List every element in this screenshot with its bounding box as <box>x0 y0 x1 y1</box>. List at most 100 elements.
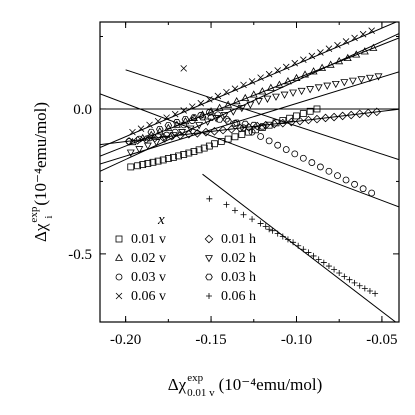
plot-frame <box>99 21 400 323</box>
data-point <box>257 220 264 227</box>
legend-label: 0.02 v <box>131 251 166 266</box>
legend-label: 0.01 v <box>131 232 166 247</box>
data-point <box>320 259 327 266</box>
legend-item: 0.03 v <box>115 270 166 285</box>
data-point <box>231 207 238 214</box>
data-point <box>223 115 230 123</box>
data-point <box>365 74 374 83</box>
data-point <box>160 135 169 143</box>
data-point <box>195 146 203 154</box>
data-point <box>215 116 224 123</box>
data-point <box>334 172 341 180</box>
data-point <box>331 266 338 273</box>
legend-label: 0.01 h <box>221 232 256 247</box>
data-point <box>299 110 307 117</box>
data-point <box>366 287 373 294</box>
data-point <box>338 111 347 121</box>
data-point <box>295 116 305 126</box>
data-point <box>265 70 273 78</box>
data-point <box>257 74 264 81</box>
x-axis-label-unit: (10⁻⁴emu/mol) <box>219 375 323 394</box>
data-point <box>325 263 332 270</box>
data-point <box>325 167 333 175</box>
data-point <box>254 98 263 106</box>
legend-marker <box>205 273 213 281</box>
data-point <box>325 45 333 52</box>
data-point <box>240 124 247 132</box>
data-point <box>342 176 350 184</box>
data-point <box>164 155 172 162</box>
data-point <box>127 163 135 171</box>
data-point <box>249 90 258 98</box>
data-point <box>133 135 142 145</box>
data-point <box>279 233 286 240</box>
y-axis-label-main: Δχ <box>31 223 50 242</box>
series-0-01-v <box>127 105 321 171</box>
data-point <box>274 67 281 74</box>
data-point <box>341 273 348 280</box>
data-point <box>274 141 282 149</box>
data-point <box>215 103 224 111</box>
data-point <box>231 133 239 141</box>
x-tick-label: -0.15 <box>195 332 226 348</box>
data-point <box>180 107 188 114</box>
data-points <box>124 27 383 297</box>
data-point <box>184 129 194 139</box>
data-point <box>154 157 162 165</box>
data-point <box>306 107 314 115</box>
fit-line <box>100 93 399 208</box>
data-point <box>334 41 341 49</box>
data-point <box>283 76 292 85</box>
data-point <box>217 138 225 145</box>
data-point <box>154 117 162 125</box>
data-point <box>346 110 356 120</box>
data-point <box>205 142 213 150</box>
data-point <box>289 89 298 97</box>
data-point <box>336 270 343 277</box>
data-point <box>257 133 265 140</box>
data-point <box>238 131 246 138</box>
data-point <box>313 105 321 113</box>
data-point <box>342 38 350 45</box>
data-point <box>241 120 249 128</box>
fit-line <box>100 108 399 146</box>
x-tick-label: -0.05 <box>366 332 397 348</box>
data-point <box>207 107 216 115</box>
data-point <box>224 117 232 125</box>
legend-marker <box>205 255 213 263</box>
data-point <box>372 290 379 297</box>
data-point <box>295 242 302 249</box>
legend-item: 0.01 v <box>115 232 166 247</box>
data-point <box>279 117 287 124</box>
data-point <box>284 236 291 243</box>
y-axis-label-sup: exp <box>28 206 40 222</box>
data-point <box>343 53 352 62</box>
y-tick-label: 0.0 <box>73 102 92 118</box>
data-point <box>269 119 279 129</box>
data-point <box>326 60 335 68</box>
data-point <box>146 121 153 129</box>
data-point <box>351 34 358 42</box>
data-point <box>368 189 376 197</box>
data-point <box>287 117 296 127</box>
data-point <box>309 67 318 75</box>
data-point <box>293 112 300 120</box>
data-point <box>137 125 145 132</box>
legend-label: 0.02 h <box>221 251 256 266</box>
data-point <box>275 80 284 88</box>
data-point <box>258 123 267 130</box>
data-point <box>250 121 258 129</box>
legend-marker <box>204 234 214 244</box>
data-point <box>128 137 137 146</box>
data-point <box>139 161 147 169</box>
data-point <box>356 282 363 289</box>
data-point <box>220 111 229 120</box>
legend-item: 0.03 h <box>205 270 256 285</box>
data-point <box>201 127 211 137</box>
legend-marker <box>115 292 123 300</box>
data-point <box>360 47 369 55</box>
data-point <box>223 88 230 96</box>
legend-marker <box>206 293 212 299</box>
data-point <box>357 76 366 84</box>
data-point <box>232 119 241 127</box>
